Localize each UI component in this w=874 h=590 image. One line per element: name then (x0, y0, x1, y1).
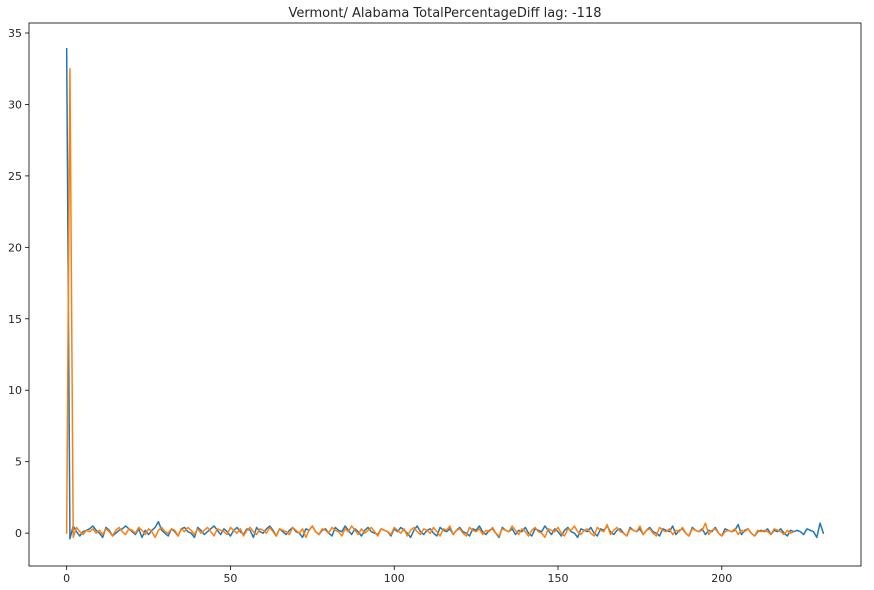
x-tick-label: 150 (548, 572, 569, 585)
x-axis-ticks: 0 50 100 150 200 (63, 566, 732, 585)
y-tick-label: 5 (15, 456, 22, 469)
plot-area (29, 23, 861, 566)
chart-title: Vermont/ Alabama TotalPercentageDiff lag… (289, 6, 602, 21)
x-tick-label: 50 (223, 572, 237, 585)
plot-frame (28, 22, 862, 567)
y-tick-label: 10 (8, 384, 22, 397)
series-line-2 (65, 67, 795, 539)
x-tick-label: 0 (63, 572, 70, 585)
y-tick-label: 20 (8, 241, 22, 254)
series-layer (65, 47, 825, 540)
y-tick-label: 35 (8, 27, 22, 40)
y-axis-ticks: 0 5 10 15 20 25 30 35 (8, 27, 29, 540)
x-tick-label: 100 (384, 572, 405, 585)
y-tick-label: 0 (15, 527, 22, 540)
x-tick-label: 200 (711, 572, 732, 585)
y-tick-label: 15 (8, 313, 22, 326)
y-tick-label: 25 (8, 170, 22, 183)
y-tick-label: 30 (8, 98, 22, 111)
